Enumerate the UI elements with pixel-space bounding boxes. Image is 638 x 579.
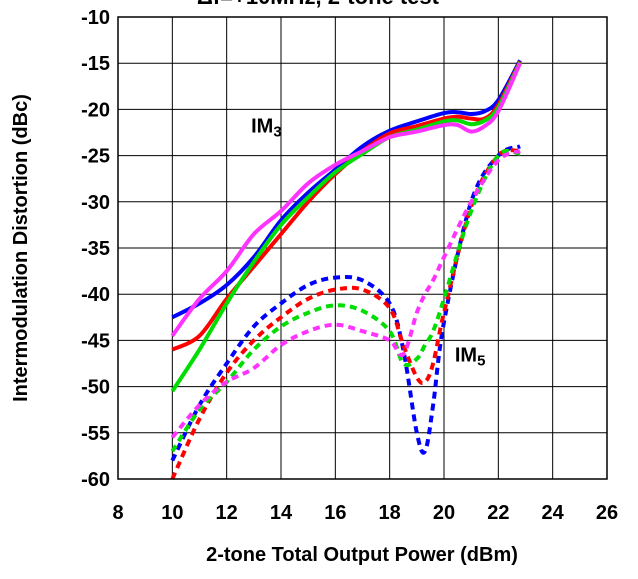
x-tick-label: 12 <box>216 502 238 524</box>
x-tick-labels: 8 10 12 14 16 18 20 22 24 26 <box>112 502 618 524</box>
y-tick-label: -20 <box>81 99 110 121</box>
im3-line-2 <box>170 61 522 393</box>
y-tick-label: -25 <box>81 146 110 168</box>
x-tick-label: 24 <box>542 502 565 524</box>
x-tick-label: 10 <box>161 502 183 524</box>
series-annotation: IM5 <box>455 345 486 370</box>
annotations: IM3 IM5 <box>251 116 485 370</box>
series-layer <box>170 59 522 480</box>
y-axis-title: Intermodulation Distortion (dBc) <box>10 94 32 402</box>
im5-line-6 <box>170 148 521 453</box>
y-tick-label: -45 <box>81 330 110 352</box>
im5-line-7 <box>170 149 521 439</box>
x-tick-label: 22 <box>487 502 509 524</box>
chart-title: Δf=+10MHz, 2-tone test <box>197 0 440 9</box>
y-tick-label: -15 <box>81 53 110 75</box>
x-tick-label: 20 <box>433 502 455 524</box>
x-tick-label: 26 <box>596 502 618 524</box>
y-tick-label: -35 <box>81 238 110 260</box>
x-axis-title: 2-tone Total Output Power (dBm) <box>206 544 518 566</box>
im3-line-3 <box>170 62 522 337</box>
y-tick-label: -30 <box>81 192 110 214</box>
y-tick-labels: -10 -15 -20 -25 -30 -35 -40 -45 -50 -55 -60 <box>81 7 110 491</box>
x-tick-label: 8 <box>112 502 123 524</box>
y-tick-label: -50 <box>81 377 110 399</box>
im3-line-0 <box>171 59 522 320</box>
y-tick-label: -10 <box>81 7 110 29</box>
x-tick-label: 14 <box>270 502 293 524</box>
y-tick-label: -60 <box>81 469 110 491</box>
y-tick-label: -40 <box>81 284 110 306</box>
im5-line-5 <box>170 148 521 480</box>
x-tick-label: 18 <box>379 502 401 524</box>
plot-frame <box>117 16 608 480</box>
series-annotation: IM3 <box>251 116 282 141</box>
grid <box>117 16 608 480</box>
y-tick-label: -55 <box>81 423 110 445</box>
x-tick-label: 16 <box>324 502 346 524</box>
